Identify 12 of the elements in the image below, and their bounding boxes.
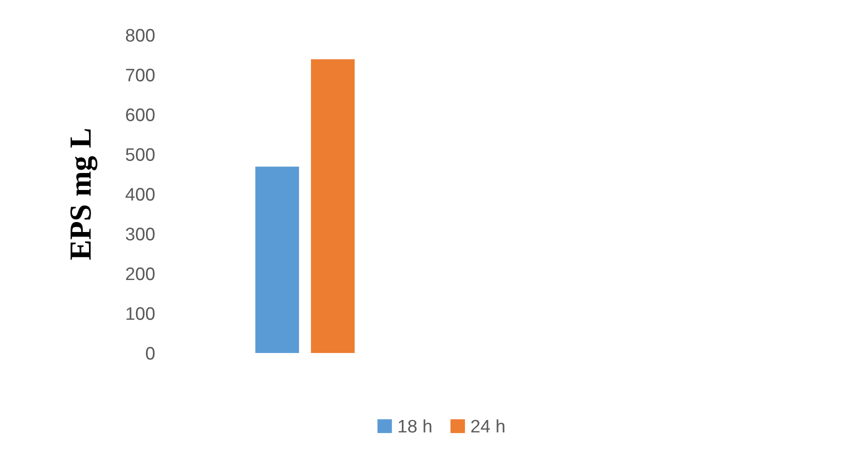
y-tick-label: 400 <box>126 188 155 201</box>
legend-label: 18 h <box>398 419 432 433</box>
legend-label: 24 h <box>471 419 504 432</box>
y-tick-label: 800 <box>126 28 155 42</box>
y-tick-label: 500 <box>126 148 155 161</box>
y-tick-label: 600 <box>126 108 155 122</box>
y-axis-title: EPS mg L <box>70 129 98 260</box>
y-tick-label: 0 <box>146 346 155 360</box>
y-tick-label: 300 <box>126 228 155 240</box>
y-tick-label: 700 <box>126 68 155 82</box>
y-tick-label: 200 <box>126 267 155 280</box>
y-tick-label: 100 <box>126 307 155 320</box>
